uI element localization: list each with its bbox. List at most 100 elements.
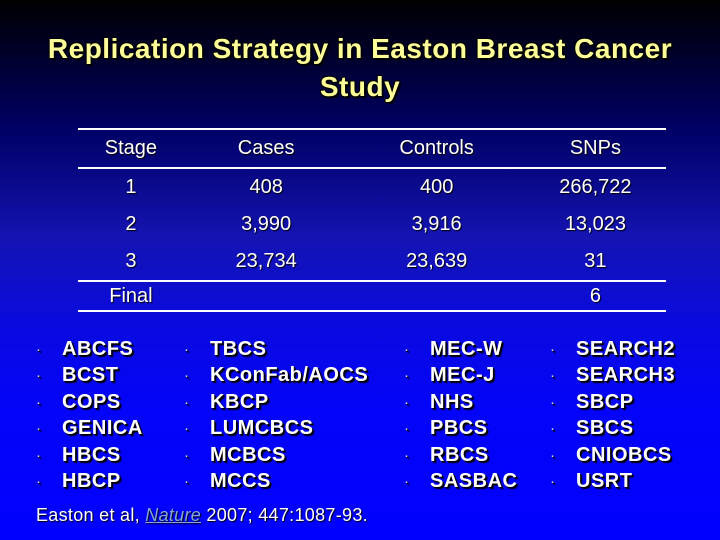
list-item: · CNIOBCS xyxy=(550,442,675,469)
bullet-icon: · xyxy=(36,446,42,464)
citation-prefix: Easton et al, xyxy=(36,505,146,525)
table-header-row: Stage Cases Controls SNPs xyxy=(78,130,666,167)
cell-stage: 2 xyxy=(125,213,137,235)
bullet-icon: · xyxy=(550,420,556,438)
study-label: LUMCBCS xyxy=(210,417,314,440)
list-item: · MEC-J xyxy=(404,363,517,390)
study-label: NHS xyxy=(430,390,474,413)
study-list-column-3: · MEC-W · MEC-J · NHS · PBCS · RBCS · SASBAC xyxy=(404,336,517,495)
cell-stage: 3 xyxy=(125,250,137,272)
bullet-icon: · xyxy=(184,393,190,411)
list-item: · ABCFS xyxy=(36,336,143,363)
cell-cases: 3,990 xyxy=(241,213,292,235)
study-label: HBCS xyxy=(62,443,121,466)
bullet-icon: · xyxy=(404,340,410,358)
cell-controls: 3,916 xyxy=(411,213,462,235)
table-row: 1 408 400 266,722 xyxy=(78,169,666,206)
study-label: COPS xyxy=(62,390,121,413)
bullet-icon: · xyxy=(404,446,410,464)
list-item: · GENICA xyxy=(36,416,143,443)
table-rule-top xyxy=(78,128,666,130)
table-rule-header xyxy=(78,167,666,169)
study-label: SEARCH2 xyxy=(576,337,676,360)
list-item: · BCST xyxy=(36,363,143,390)
study-list-column-4: · SEARCH2 · SEARCH3 · SBCP · SBCS · CNIOBCS ·… xyxy=(550,336,675,495)
study-label: MEC-W xyxy=(430,337,503,360)
study-label: MEC-J xyxy=(430,364,495,387)
cell-cases: 23,734 xyxy=(235,250,297,272)
study-label: KBCP xyxy=(210,390,269,413)
bullet-icon: · xyxy=(404,367,410,385)
journal-link[interactable]: Nature xyxy=(145,505,202,525)
bullet-icon: · xyxy=(36,393,42,411)
bullet-icon: · xyxy=(184,340,190,358)
list-item: · SASBAC xyxy=(404,469,517,496)
table-row: 2 3,990 3,916 13,023 xyxy=(78,206,666,243)
list-item: · MEC-W xyxy=(404,336,517,363)
cell-snps: 31 xyxy=(584,250,607,272)
table-row: 3 23,734 23,639 31 xyxy=(78,243,666,280)
bullet-icon: · xyxy=(36,420,42,438)
bullet-icon: · xyxy=(36,367,42,385)
page-title-line-1: Replication Strategy in Easton Breast Ca… xyxy=(47,33,673,64)
bullet-icon: · xyxy=(550,473,556,491)
list-item: · TBCS xyxy=(184,336,368,363)
col-header-controls: Controls xyxy=(399,137,474,159)
bullet-icon: · xyxy=(36,340,42,358)
study-label: TBCS xyxy=(210,337,267,360)
study-label: USRT xyxy=(576,470,633,493)
study-label: SEARCH3 xyxy=(576,364,676,387)
bullet-icon: · xyxy=(184,473,190,491)
study-label: SBCP xyxy=(576,390,634,413)
table-final-row: Final 6 xyxy=(78,282,666,310)
citation: Easton et al, Nature 2007; 447:1087-93. xyxy=(36,505,368,526)
page-title-line-2: Study xyxy=(319,71,401,102)
col-header-cases: Cases xyxy=(237,137,295,159)
bullet-icon: · xyxy=(404,473,410,491)
study-list-column-1: · ABCFS · BCST · COPS · GENICA · HBCS · HBCP xyxy=(36,336,143,495)
citation-suffix: 2007; 447:1087-93. xyxy=(201,505,368,525)
replication-table: Stage Cases Controls SNPs 1 408 400 266,… xyxy=(78,128,666,312)
study-label: MCCS xyxy=(210,470,271,493)
list-item: · MCCS xyxy=(184,469,368,496)
list-item: · USRT xyxy=(550,469,675,496)
cell-final-snps: 6 xyxy=(589,284,601,307)
bullet-icon: · xyxy=(550,367,556,385)
col-header-snps: SNPs xyxy=(569,137,621,159)
study-label: BCST xyxy=(62,364,119,387)
study-label: SASBAC xyxy=(430,470,518,493)
list-item: · SBCS xyxy=(550,416,675,443)
list-item: · KConFab/AOCS xyxy=(184,363,368,390)
list-item: · KBCP xyxy=(184,389,368,416)
study-label: PBCS xyxy=(430,417,488,440)
list-item: · COPS xyxy=(36,389,143,416)
cell-snps: 266,722 xyxy=(559,176,632,198)
list-item: · HBCS xyxy=(36,442,143,469)
bullet-icon: · xyxy=(550,340,556,358)
study-label: ABCFS xyxy=(62,337,134,360)
list-item: · PBCS xyxy=(404,416,517,443)
study-label: CNIOBCS xyxy=(576,443,672,466)
cell-controls: 23,639 xyxy=(406,250,468,272)
list-item: · LUMCBCS xyxy=(184,416,368,443)
cell-snps: 13,023 xyxy=(564,213,626,235)
bullet-icon: · xyxy=(404,393,410,411)
bullet-icon: · xyxy=(184,367,190,385)
list-item: · RBCS xyxy=(404,442,517,469)
study-label: HBCP xyxy=(62,470,121,493)
bullet-icon: · xyxy=(184,446,190,464)
list-item: · MCBCS xyxy=(184,442,368,469)
bullet-icon: · xyxy=(184,420,190,438)
bullet-icon: · xyxy=(404,420,410,438)
bullet-icon: · xyxy=(36,473,42,491)
list-item: · SEARCH3 xyxy=(550,363,675,390)
study-list-column-2: · TBCS · KConFab/AOCS · KBCP · LUMCBCS · MCBC… xyxy=(184,336,368,495)
table-rule-bottom xyxy=(78,310,666,312)
page-title: Replication Strategy in Easton Breast Ca… xyxy=(0,30,720,106)
cell-controls: 400 xyxy=(419,176,454,198)
list-item: · SBCP xyxy=(550,389,675,416)
cell-final-label: Final xyxy=(109,284,153,307)
cell-cases: 408 xyxy=(249,176,283,198)
bullet-icon: · xyxy=(550,446,556,464)
